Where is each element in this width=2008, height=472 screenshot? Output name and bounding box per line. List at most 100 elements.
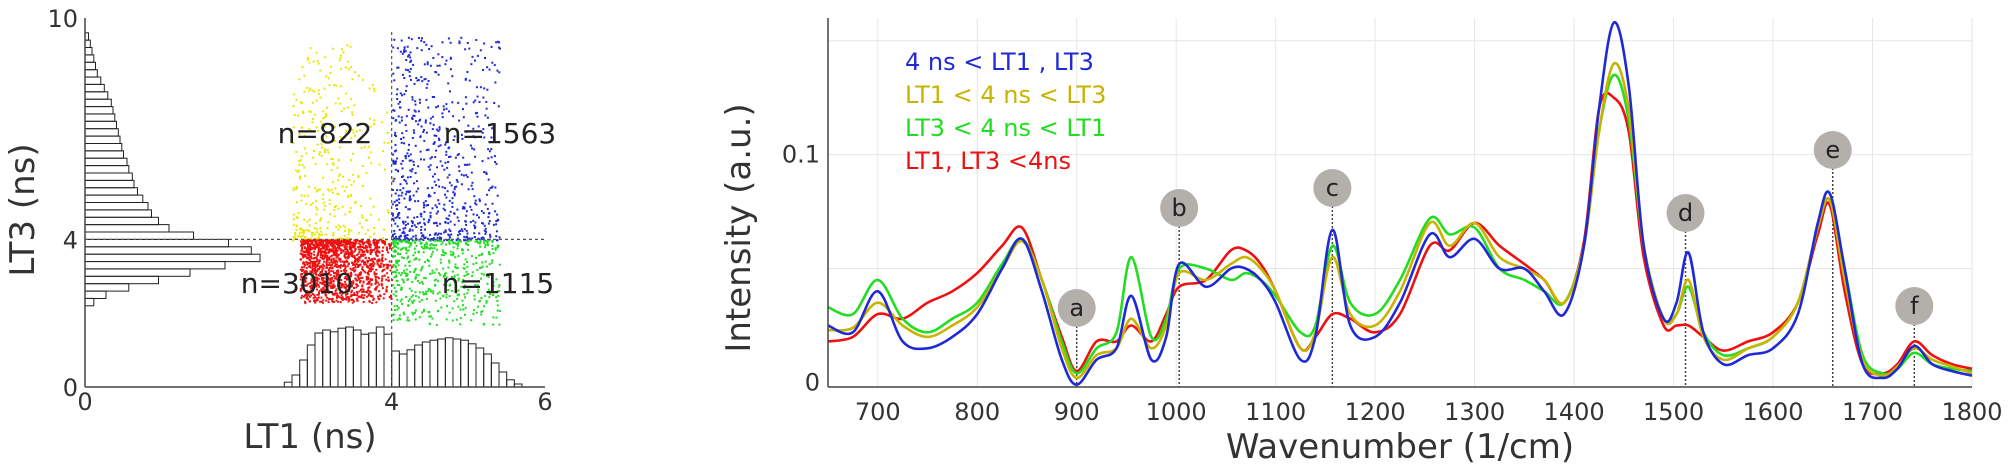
scatter-point [335, 252, 338, 255]
scatter-point [361, 165, 364, 168]
scatter-point [349, 267, 352, 270]
scatter-point [301, 164, 304, 166]
scatter-point [408, 54, 411, 56]
scatter-point [417, 280, 419, 282]
scatter-point [332, 253, 335, 256]
scatter-point [424, 260, 427, 263]
scatter-point [342, 249, 345, 252]
scatter-point [407, 55, 409, 58]
scatter-point [393, 162, 396, 165]
scatter-point [296, 201, 298, 204]
scatter-point [414, 276, 417, 279]
scatter-point [311, 265, 314, 268]
scatter-point [331, 47, 334, 50]
scatter-point [345, 290, 347, 293]
scatter-point [392, 180, 395, 183]
scatter-point [474, 59, 476, 62]
scatter-point [395, 275, 397, 278]
scatter-point [359, 277, 362, 280]
legend-entry: LT3 < 4 ns < LT1 [905, 114, 1106, 142]
scatter-point [383, 141, 386, 144]
scatter-point [324, 204, 326, 207]
scatter-point [312, 101, 315, 104]
scatter-point [337, 274, 340, 277]
scatter-point [333, 272, 335, 275]
scatter-point [330, 280, 333, 283]
scatter-point [352, 262, 355, 265]
scatter-point [474, 227, 476, 230]
scatter-point [394, 135, 397, 137]
scatter-point [392, 255, 395, 258]
scatter-point [431, 272, 434, 275]
scatter-point [385, 288, 388, 291]
peak-marker-lines [1075, 168, 1916, 387]
scatter-point [316, 263, 319, 266]
scatter-point [343, 246, 346, 248]
scatter-point [427, 289, 430, 292]
scatter-point [423, 244, 426, 247]
scatter-point [314, 296, 317, 299]
scatter-point [337, 253, 340, 256]
scatter-point [314, 261, 317, 263]
scatter-point [298, 78, 301, 81]
scatter-point [318, 291, 320, 294]
scatter-point [395, 261, 398, 264]
scatter-point [348, 230, 351, 233]
scatter-point [394, 216, 397, 219]
scatter-point [309, 110, 312, 113]
scatter-point [344, 92, 347, 95]
scatter-point [331, 266, 334, 269]
scatter-point [326, 163, 329, 166]
scatter-point [299, 159, 302, 162]
scatter-point [368, 156, 370, 159]
scatter-point [420, 267, 423, 270]
scatter-point [414, 241, 416, 244]
scatter-point [316, 190, 318, 193]
scatter-point [377, 295, 380, 298]
scatter-point [466, 243, 469, 246]
scatter-point [426, 61, 429, 64]
scatter-point [404, 224, 407, 227]
scatter-point [399, 253, 402, 255]
scatter-point [422, 239, 425, 242]
scatter-point [451, 205, 454, 208]
scatter-point [423, 247, 426, 250]
scatter-point [435, 184, 438, 187]
scatter-point [369, 235, 372, 238]
scatter-point [316, 270, 319, 273]
scatter-point [466, 176, 469, 178]
scatter-point [397, 214, 400, 217]
scatter-point [433, 222, 435, 225]
scatter-point [299, 278, 302, 281]
scatter-point [417, 251, 420, 254]
scatter-point [346, 277, 349, 280]
scatter-point [368, 300, 371, 303]
scatter-point [436, 166, 438, 169]
scatter-point [434, 299, 437, 302]
scatter-point [316, 189, 319, 192]
scatter-point [401, 167, 404, 170]
scatter-point [494, 81, 497, 84]
scatter-point [397, 264, 400, 267]
spectrum-panel: 700 800 900 1000 1100 1200 1300 1400 1500 1600 170… [719, 18, 2003, 467]
scatter-point [356, 294, 359, 297]
scatter-point [483, 42, 486, 45]
x-tick-label: 4 [384, 388, 399, 416]
scatter-point [420, 125, 423, 128]
scatter-point [411, 281, 414, 283]
scatter-point [423, 210, 426, 213]
lt1-hist-bar [444, 337, 454, 388]
scatter-point [407, 108, 410, 111]
scatter-point [332, 286, 335, 289]
scatter-point [393, 109, 396, 112]
scatter-point [322, 282, 325, 284]
scatter-point [486, 274, 488, 277]
scatter-point [394, 271, 397, 274]
scatter-point [369, 251, 372, 254]
scatter-point [466, 42, 469, 44]
scatter-point [472, 219, 475, 222]
scatter-point [457, 219, 460, 222]
scatter-point [368, 286, 371, 289]
scatter-point [300, 284, 303, 287]
scatter-point [447, 239, 450, 242]
